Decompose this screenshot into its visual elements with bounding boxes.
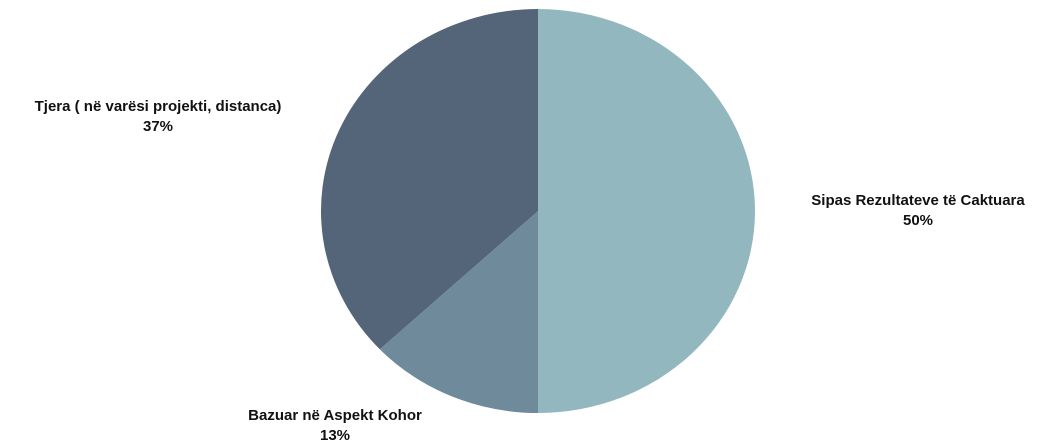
slice-other	[320, 9, 538, 350]
pie-slices	[320, 9, 755, 413]
slice-label-other-value: 37%	[142, 118, 174, 135]
slice-label-time: Bazuar në Aspekt Kohor 13%	[248, 406, 422, 446]
slice-label-other: Tjera ( në varësi projekti, distanca) 37…	[35, 97, 282, 137]
slice-label-results-value: 50%	[902, 212, 934, 229]
slice-label-other-name: Tjera ( në varësi projekti, distanca)	[34, 98, 282, 115]
slice-label-results: Sipas Rezultateve të Caktuara 50%	[811, 191, 1024, 231]
slice-label-results-name: Sipas Rezultateve të Caktuara	[811, 192, 1025, 209]
slice-results	[538, 9, 755, 413]
slice-label-time-name: Bazuar në Aspekt Kohor	[248, 407, 422, 424]
slice-label-time-value: 13%	[319, 427, 351, 444]
slice-time-based	[379, 211, 538, 413]
